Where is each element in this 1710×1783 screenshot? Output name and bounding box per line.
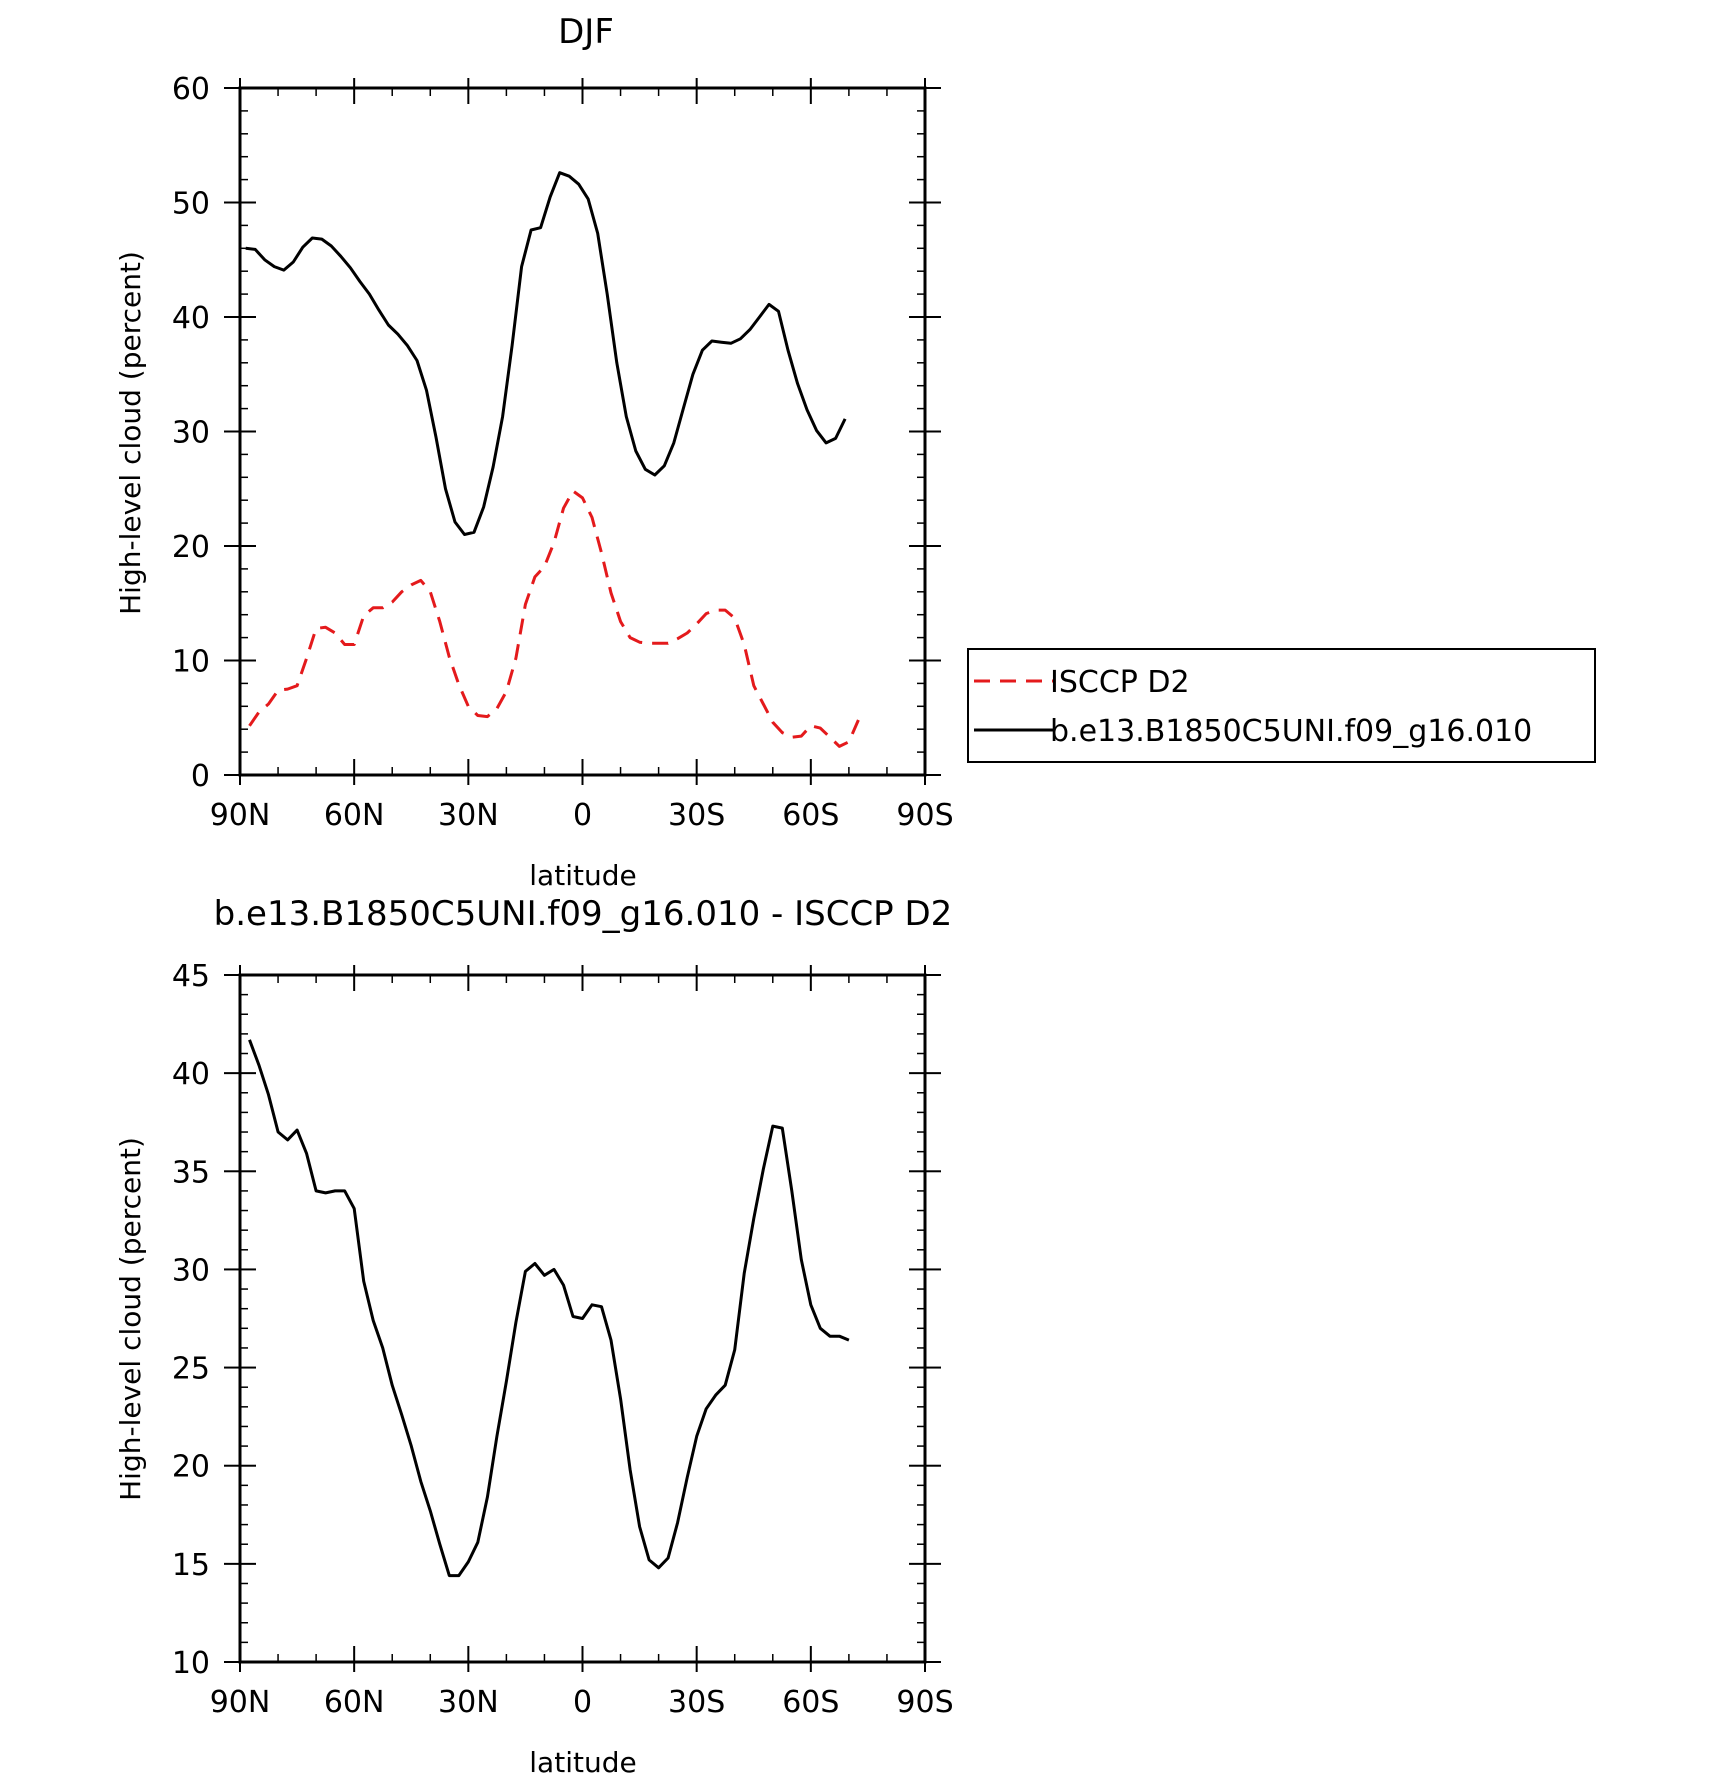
y-tick-label: 30	[172, 1253, 210, 1288]
y-tick-label: 20	[172, 530, 210, 565]
x-tick-label: 60S	[782, 1685, 839, 1720]
y-tick-label: 40	[172, 1057, 210, 1092]
x-tick-label: 90N	[210, 798, 271, 833]
x-axis-title: latitude	[529, 1746, 636, 1779]
y-tick-label: 15	[172, 1548, 210, 1583]
x-tick-label: 60N	[324, 798, 385, 833]
y-tick-label: 25	[172, 1352, 210, 1387]
x-tick-label: 30S	[668, 798, 725, 833]
x-tick-label: 30N	[438, 1685, 499, 1720]
x-tick-label: 90N	[210, 1685, 271, 1720]
y-axis-title: High-level cloud (percent)	[114, 1137, 147, 1501]
x-tick-label: 0	[573, 1685, 592, 1720]
x-tick-label: 0	[573, 798, 592, 833]
y-tick-label: 45	[172, 959, 210, 994]
y-tick-label: 40	[172, 301, 210, 336]
x-tick-label: 30N	[438, 798, 499, 833]
y-tick-label: 10	[172, 645, 210, 680]
x-axis-title: latitude	[529, 859, 636, 892]
x-tick-label: 30S	[668, 1685, 725, 1720]
legend: ISCCP D2 b.e13.B1850C5UNI.f09_g16.010	[967, 648, 1596, 763]
legend-box	[967, 648, 1596, 763]
panel-title: b.e13.B1850C5UNI.f09_g16.010 - ISCCP D2	[214, 894, 953, 934]
legend-label-model: b.e13.B1850C5UNI.f09_g16.010	[1050, 714, 1532, 749]
series-line-obs	[248, 489, 860, 748]
panel-title: DJF	[558, 12, 614, 52]
x-tick-label: 60N	[324, 1685, 385, 1720]
y-tick-label: 50	[172, 187, 210, 222]
series-line-model	[245, 171, 847, 536]
series-line-model	[248, 1039, 850, 1578]
x-tick-label: 60S	[782, 798, 839, 833]
legend-label-obs: ISCCP D2	[1050, 665, 1190, 700]
y-tick-label: 60	[172, 72, 210, 107]
plot-frame	[238, 86, 927, 777]
panel-bottom: b.e13.B1850C5UNI.f09_g16.010 - ISCCP D2 …	[114, 894, 954, 1779]
y-tick-label: 0	[191, 759, 210, 794]
y-tick-label: 30	[172, 416, 210, 451]
x-tick-label: 90S	[896, 1685, 953, 1720]
plot-frame	[238, 973, 927, 1664]
y-axis-title: High-level cloud (percent)	[114, 251, 147, 615]
y-tick-label: 35	[172, 1155, 210, 1190]
y-tick-label: 20	[172, 1450, 210, 1485]
x-tick-label: 90S	[896, 798, 953, 833]
panel-top: DJF 90N 60N 30N 0 30S 60S 90S 0 10 20 30 40 50 60 lat…	[114, 12, 1596, 892]
y-tick-label: 10	[172, 1646, 210, 1681]
